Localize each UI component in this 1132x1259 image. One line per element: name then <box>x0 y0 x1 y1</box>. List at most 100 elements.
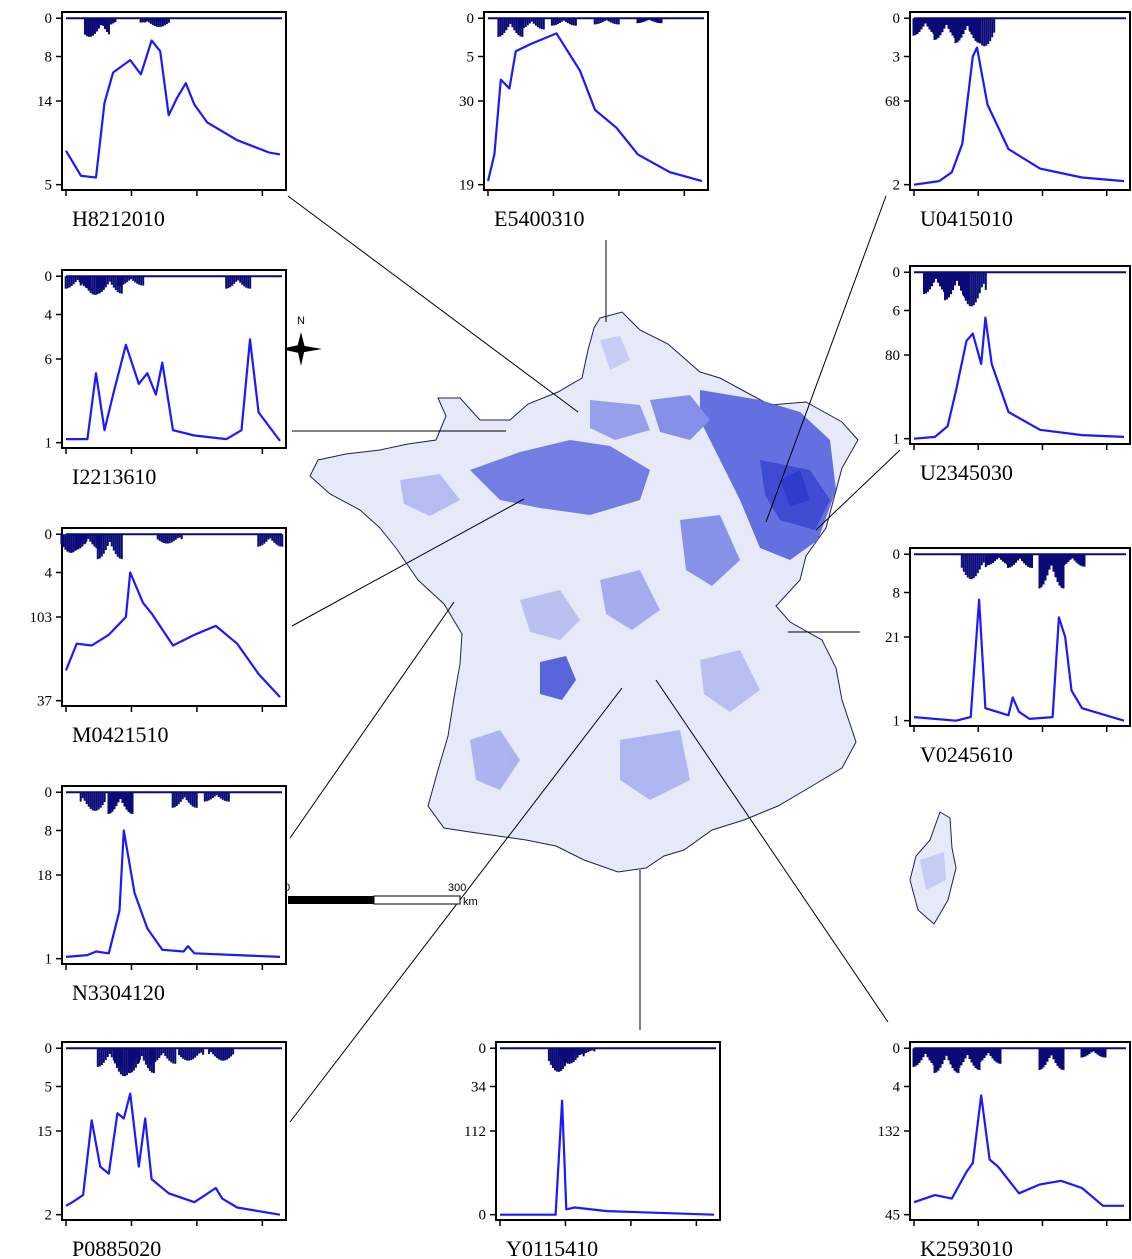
rain-bar <box>1050 1048 1053 1056</box>
rain-bar <box>102 1048 105 1063</box>
rain-bar <box>954 18 957 44</box>
rain-bar <box>979 18 982 44</box>
rain-bar <box>1073 554 1076 561</box>
rain-bar <box>968 272 971 307</box>
rain-bar <box>1042 1048 1045 1068</box>
flow-series-line <box>65 39 281 179</box>
rain-bar <box>981 1048 984 1061</box>
rain-bar <box>259 534 262 547</box>
rain-bar <box>249 276 252 289</box>
rain-bar <box>1077 554 1080 565</box>
rain-bar <box>100 534 103 557</box>
flow-series-line <box>66 338 281 442</box>
rain-bar <box>158 534 161 541</box>
rain-bar <box>526 18 529 26</box>
rain-bar <box>186 1048 189 1061</box>
rain-bar <box>166 534 169 544</box>
rain-bar <box>573 1048 576 1054</box>
rain-bar <box>547 1048 550 1062</box>
rain-bar <box>149 18 152 24</box>
rain-bar <box>972 554 975 579</box>
rain-bar <box>1062 554 1065 589</box>
rain-bar <box>70 534 73 553</box>
rain-bar <box>949 18 952 33</box>
rain-bar <box>209 792 212 800</box>
rain-bar <box>572 18 575 26</box>
france-mainland <box>309 311 859 873</box>
y-tick-label: 0 <box>45 1041 53 1057</box>
rain-bar <box>104 534 107 551</box>
rain-bar <box>559 1048 562 1071</box>
panel-frame <box>909 547 1131 727</box>
rain-bar <box>916 1048 919 1066</box>
rain-bar <box>551 1048 554 1069</box>
rain-bar <box>1081 554 1084 567</box>
rain-bar <box>98 276 101 294</box>
rain-bar <box>982 272 985 284</box>
rain-bar <box>93 792 96 811</box>
rain-bar <box>966 554 969 578</box>
rain-bar <box>193 792 196 808</box>
rain-bar <box>66 276 69 289</box>
rain-bar <box>187 792 190 803</box>
rain-bar <box>87 534 90 539</box>
rain-bar <box>174 534 177 540</box>
rain-bar <box>158 1048 161 1058</box>
y-tick-label: 4 <box>45 308 53 324</box>
y-tick-label: 5 <box>45 178 53 194</box>
rain-bar <box>950 272 952 295</box>
rain-bar <box>601 18 604 23</box>
rain-bar <box>558 18 561 23</box>
panel-i2213610: 0 4 6 1 I2213610 <box>45 269 287 489</box>
rain-bar <box>191 792 194 807</box>
rain-bar <box>984 554 987 568</box>
panel-frame <box>909 11 1131 191</box>
rain-bar <box>656 18 659 23</box>
station-label: P0885020 <box>72 1236 161 1259</box>
rain-bar <box>1013 554 1015 565</box>
rain-bar <box>171 792 174 808</box>
rain-bar <box>1102 1048 1105 1058</box>
rain-bar <box>116 276 119 293</box>
rain-bar <box>162 534 165 543</box>
rain-bar <box>930 1048 933 1064</box>
rain-bar <box>213 792 216 797</box>
leader-N3304120 <box>289 601 455 839</box>
rain-bar <box>549 1048 552 1065</box>
rain-bar <box>1090 1048 1093 1053</box>
rain-bar <box>1007 554 1009 568</box>
rain-bar <box>605 18 608 21</box>
rain-bar <box>273 534 276 543</box>
leader-P0885020 <box>289 687 623 1123</box>
rain-bar <box>102 534 105 554</box>
rain-bar <box>522 18 525 29</box>
rain-bar <box>190 1048 193 1061</box>
panel-h8212010: 0 8 14 5 H8212010 <box>37 11 287 231</box>
rain-bar <box>928 1048 931 1061</box>
rain-bar <box>202 1048 205 1055</box>
rain-bar <box>132 276 135 281</box>
y-tick-label: 6 <box>45 352 53 368</box>
rain-bar <box>176 534 179 539</box>
panel-frame <box>483 11 709 191</box>
y-tick-label: 1 <box>893 714 901 730</box>
rain-bar <box>228 1048 231 1059</box>
rain-bar <box>993 1048 996 1061</box>
rain-bar <box>221 792 224 800</box>
rain-bar <box>227 276 230 289</box>
rain-bar <box>223 792 226 801</box>
rain-bar <box>218 1048 221 1060</box>
rain-bar <box>922 18 925 27</box>
rain-bar <box>933 1048 936 1074</box>
y-tick-label: 8 <box>45 50 53 66</box>
rain-bar <box>1052 1048 1055 1060</box>
rain-bar <box>119 1048 122 1075</box>
rain-bar <box>72 534 75 553</box>
rain-bar <box>937 1048 940 1071</box>
rain-bar <box>161 18 164 27</box>
rain-bar <box>220 1048 223 1061</box>
rain-bar <box>111 792 114 812</box>
rain-bar <box>993 18 996 33</box>
rain-bar <box>997 1048 1000 1064</box>
rain-bar <box>93 276 96 295</box>
